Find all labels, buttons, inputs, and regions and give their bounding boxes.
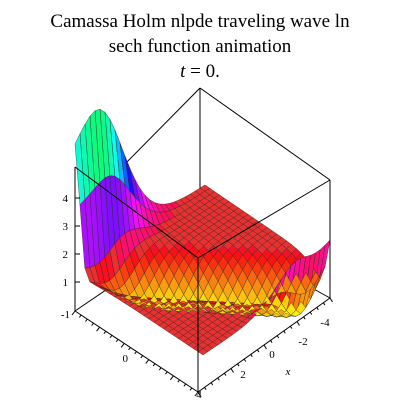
x-tick-label: 2	[240, 369, 246, 381]
x-minor-tick	[283, 330, 286, 334]
x-axis-label: x	[285, 366, 291, 378]
title-line-3: t = 0.	[180, 61, 220, 82]
x-minor-tick	[197, 391, 201, 397]
y-minor-tick	[165, 371, 168, 375]
y-minor-tick	[152, 363, 156, 367]
y-minor-tick	[128, 347, 131, 351]
y-minor-tick	[158, 367, 162, 371]
x-tick-label: 0	[269, 349, 275, 361]
y-minor-tick	[103, 330, 107, 334]
y-minor-tick	[96, 326, 100, 332]
x-minor-tick	[243, 358, 247, 362]
x-minor-tick	[296, 321, 300, 326]
x-minor-tick	[316, 307, 319, 311]
surface-patch	[203, 311, 214, 314]
y-minor-tick	[115, 339, 119, 343]
surface-patch	[286, 315, 296, 318]
y-minor-tick	[91, 322, 94, 326]
x-minor-tick	[329, 297, 333, 303]
x-tick-label: -4	[320, 317, 330, 329]
y-tick-label: -1	[61, 309, 70, 321]
y-minor-tick	[194, 391, 199, 397]
surface-plot	[74, 108, 331, 356]
y-minor-tick	[145, 359, 150, 364]
box-edge-top-left	[74, 166, 199, 259]
title-line-1: Camassa Holm nlpde traveling wave ln	[50, 11, 350, 32]
x-minor-tick	[303, 316, 306, 320]
z-tick-label: 2	[63, 249, 69, 261]
z-tick-label: 4	[63, 193, 69, 205]
x-minor-tick	[270, 340, 273, 343]
x-minor-tick	[237, 363, 240, 367]
x-minor-tick	[322, 302, 326, 306]
y-minor-tick	[140, 355, 144, 359]
y-minor-tick	[85, 318, 88, 322]
y-minor-tick	[120, 343, 125, 348]
y-minor-tick	[134, 351, 137, 355]
box-edge-back-right	[199, 87, 331, 181]
x-minor-tick	[230, 368, 234, 373]
title-line-2: sech function animation	[109, 36, 292, 57]
y-minor-tick	[78, 314, 82, 318]
y-minor-tick	[189, 387, 193, 391]
x-minor-tick	[276, 335, 280, 339]
surface-patch	[256, 314, 267, 317]
x-minor-tick	[256, 349, 260, 353]
x-tick-label: -2	[298, 336, 307, 348]
x-minor-tick	[217, 377, 220, 381]
x-minor-tick	[250, 354, 253, 358]
x-minor-tick	[263, 344, 267, 350]
x-minor-tick	[223, 372, 227, 376]
y-minor-tick	[71, 310, 76, 316]
y-tick-label: 0	[123, 353, 129, 365]
x-minor-tick	[210, 382, 214, 386]
chart-title: Camassa Holm nlpde traveling wave ln sec…	[50, 11, 350, 82]
surface-patch	[266, 315, 277, 318]
y-minor-tick	[177, 379, 180, 383]
x-minor-tick	[289, 325, 293, 329]
box-edge-back-top	[121, 87, 201, 168]
surface-patch	[197, 348, 209, 356]
y-minor-tick	[109, 334, 113, 339]
box-edge-top-right	[197, 179, 331, 259]
z-tick-label: 1	[63, 277, 69, 289]
y-minor-tick	[169, 375, 174, 381]
surface-patch	[276, 315, 287, 318]
y-minor-tick	[183, 383, 187, 387]
x-minor-tick	[309, 311, 313, 315]
x-minor-tick	[204, 387, 207, 390]
title-time-value: = 0.	[185, 61, 219, 82]
title-time-var: t	[180, 61, 186, 82]
z-tick-label: 3	[63, 221, 69, 233]
